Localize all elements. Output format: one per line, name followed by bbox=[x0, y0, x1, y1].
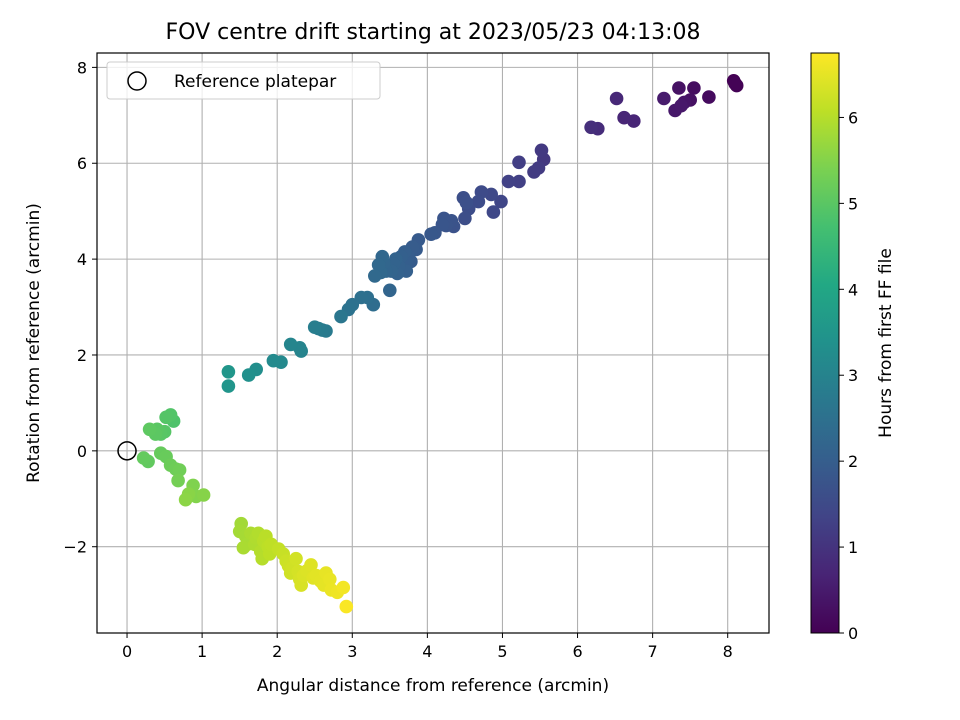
data-point bbox=[236, 540, 251, 555]
data-point bbox=[136, 451, 151, 465]
chart-title: FOV centre drift starting at 2023/05/23 … bbox=[166, 20, 701, 45]
data-point bbox=[501, 174, 516, 189]
scatter-points bbox=[136, 74, 744, 614]
legend: Reference platepar bbox=[106, 61, 381, 100]
data-point bbox=[323, 572, 337, 587]
colorbar-tick-label: 5 bbox=[848, 194, 858, 213]
colorbar-label: Hours from first FF file bbox=[876, 248, 896, 438]
data-point bbox=[534, 143, 549, 158]
data-point bbox=[334, 309, 348, 324]
data-point bbox=[307, 320, 322, 335]
x-axis-label: Angular distance from reference (arcmin) bbox=[257, 676, 609, 696]
data-point bbox=[266, 353, 281, 368]
data-point bbox=[728, 76, 742, 91]
data-point bbox=[178, 492, 193, 507]
x-tick-label: 5 bbox=[497, 642, 507, 661]
colorbar-ticks: 0 1 2 3 4 5 6 bbox=[839, 108, 858, 643]
data-point bbox=[458, 211, 472, 226]
x-tick-label: 3 bbox=[347, 642, 357, 661]
data-point bbox=[674, 98, 688, 113]
x-axis-ticks: 0 1 2 3 4 5 6 7 8 bbox=[122, 633, 733, 661]
colorbar: 0 1 2 3 4 5 6 Hours from first FF file bbox=[810, 52, 896, 643]
data-point bbox=[283, 337, 298, 352]
data-point bbox=[512, 155, 526, 170]
colorbar-tick-label: 1 bbox=[848, 538, 858, 557]
data-point bbox=[221, 365, 236, 379]
y-axis-label: Rotation from reference (arcmin) bbox=[24, 203, 44, 483]
y-tick-label: 8 bbox=[77, 58, 87, 77]
data-point bbox=[339, 599, 354, 614]
data-point bbox=[424, 227, 438, 241]
data-point bbox=[371, 258, 386, 272]
data-point bbox=[159, 410, 173, 425]
data-point bbox=[486, 205, 501, 219]
data-point bbox=[289, 551, 303, 566]
colorbar-tick-label: 0 bbox=[848, 624, 858, 643]
legend-label: Reference platepar bbox=[174, 72, 336, 92]
colorbar-tick-label: 6 bbox=[848, 108, 858, 127]
data-point bbox=[172, 463, 187, 477]
x-tick-label: 2 bbox=[272, 642, 282, 661]
data-point bbox=[221, 379, 236, 393]
data-point bbox=[687, 81, 701, 95]
y-axis-ticks: −2 0 2 4 6 8 bbox=[63, 58, 97, 557]
data-point bbox=[512, 174, 526, 189]
x-tick-label: 0 bbox=[122, 642, 132, 661]
data-point bbox=[471, 194, 486, 209]
x-tick-label: 6 bbox=[572, 642, 582, 661]
data-point bbox=[609, 91, 624, 106]
data-point bbox=[584, 120, 598, 135]
data-point bbox=[459, 195, 474, 210]
x-tick-label: 4 bbox=[422, 642, 432, 661]
y-tick-label: −2 bbox=[63, 538, 87, 557]
data-point bbox=[336, 580, 351, 595]
colorbar-gradient bbox=[810, 52, 840, 634]
grid bbox=[97, 53, 769, 633]
reference-marker bbox=[117, 441, 137, 461]
data-point bbox=[617, 110, 631, 125]
data-point bbox=[657, 91, 671, 106]
data-point bbox=[527, 165, 541, 179]
x-tick-label: 7 bbox=[648, 642, 658, 661]
data-point bbox=[368, 269, 382, 283]
data-point bbox=[304, 558, 318, 572]
data-point bbox=[494, 194, 508, 209]
data-point bbox=[702, 90, 716, 104]
plot-frame bbox=[96, 52, 770, 634]
colorbar-tick-label: 2 bbox=[848, 452, 858, 471]
y-tick-label: 6 bbox=[77, 154, 87, 173]
x-tick-label: 1 bbox=[197, 642, 207, 661]
legend-box bbox=[106, 61, 381, 100]
legend-marker bbox=[127, 71, 147, 91]
data-point bbox=[241, 368, 256, 382]
x-tick-label: 8 bbox=[723, 642, 733, 661]
y-tick-label: 0 bbox=[77, 442, 87, 461]
y-tick-label: 2 bbox=[77, 346, 87, 365]
colorbar-tick-label: 3 bbox=[848, 366, 858, 385]
colorbar-tick-label: 4 bbox=[848, 280, 858, 299]
y-tick-label: 4 bbox=[77, 250, 87, 269]
data-point bbox=[142, 422, 157, 437]
data-point bbox=[171, 473, 185, 488]
data-point bbox=[196, 488, 211, 502]
data-point bbox=[672, 81, 686, 95]
plot-area bbox=[96, 52, 770, 634]
data-point bbox=[383, 283, 397, 298]
